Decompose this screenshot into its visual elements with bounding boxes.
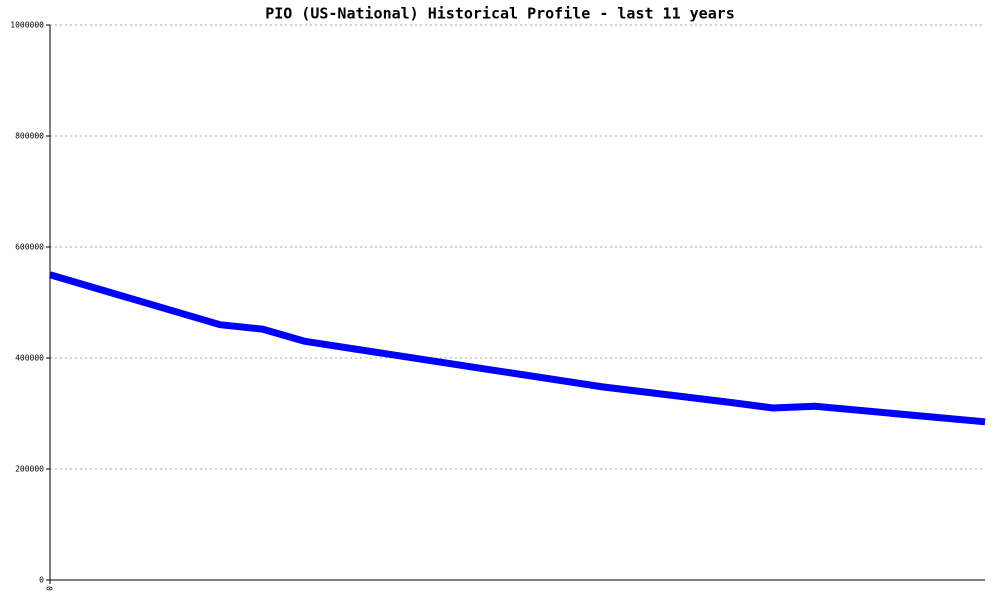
x-tick-label: 0 [46, 586, 55, 591]
y-tick-label: 1000000 [10, 21, 44, 30]
y-tick-label: 400000 [15, 354, 44, 363]
chart-title: PIO (US-National) Historical Profile - l… [265, 5, 735, 23]
y-tick-label: 0 [39, 576, 44, 585]
data-line [49, 271, 986, 426]
y-tick-label: 200000 [15, 465, 44, 474]
y-tick-label: 800000 [15, 132, 44, 141]
y-tick-label: 600000 [15, 243, 44, 252]
